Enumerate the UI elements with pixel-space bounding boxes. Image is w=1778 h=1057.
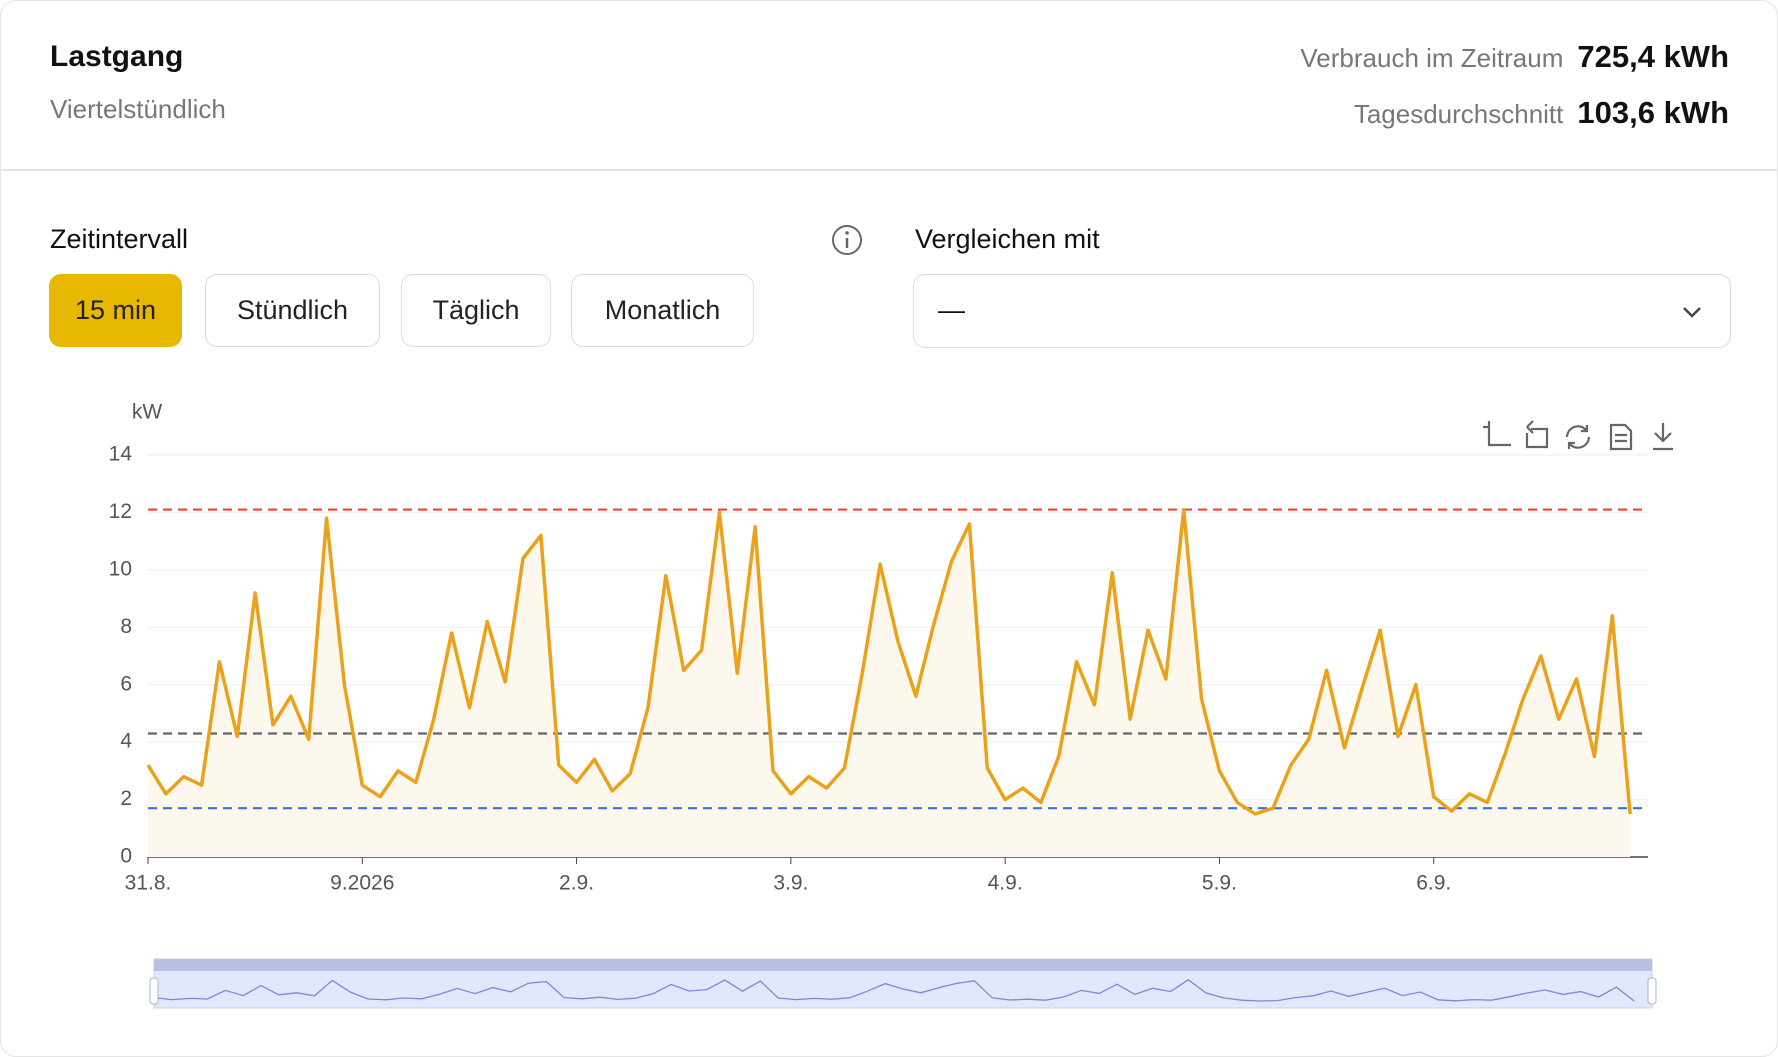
x-tick-label: 4.9.	[988, 872, 1023, 895]
series-line	[146, 507, 1632, 816]
x-tick-label: 31.8.	[125, 872, 172, 895]
stat-label: Verbrauch im Zeitraum	[1300, 43, 1564, 73]
option-button[interactable]: Täglich	[401, 274, 551, 347]
y-tick-label: 10	[109, 557, 132, 580]
stat-value: 103,6 kWh	[1577, 95, 1729, 130]
y-axis-label: kW	[132, 401, 163, 424]
stat-label: Tagesdurchschnitt	[1353, 99, 1564, 129]
compare-label: Vergleichen mit	[915, 224, 1100, 254]
title: Lastgang	[50, 40, 184, 73]
zoom-handle[interactable]	[149, 977, 159, 1005]
option-button[interactable]: Stündlich	[205, 274, 380, 347]
y-tick-label: 14	[109, 443, 133, 466]
x-tick-label: 2.9.	[559, 872, 594, 895]
chevron	[1683, 307, 1701, 318]
y-tick-label: 4	[120, 730, 132, 753]
x-tick-label: 5.9.	[1202, 872, 1237, 895]
x-tick-label: 6.9.	[1416, 872, 1451, 895]
zoom-line	[153, 979, 1635, 1002]
toolbar[interactable]	[1483, 420, 1673, 451]
y-tick-label: 0	[120, 845, 132, 868]
zoom-bar	[154, 959, 1652, 971]
area	[148, 509, 1631, 857]
stat-value: 725,4 kWh	[1577, 39, 1729, 74]
option-button[interactable]: Monatlich	[571, 274, 754, 347]
stat: Verbrauch im Zeitraum 725,4 kWh	[1300, 39, 1729, 75]
x-tick-label: 3.9.	[773, 872, 808, 895]
y-tick-label: 6	[120, 672, 132, 695]
x-tick-label: 9.2026	[330, 872, 394, 895]
y-tick-label: 2	[120, 787, 132, 810]
option-button[interactable]: 15 min	[49, 274, 182, 347]
subtitle: Viertelstündlich	[50, 94, 226, 124]
stat: Tagesdurchschnitt 103,6 kWh	[1354, 95, 1729, 131]
zoom-handle[interactable]	[1647, 977, 1657, 1005]
compare-select[interactable]: —	[913, 274, 1731, 348]
divider	[1, 169, 1777, 171]
y-tick-label: 12	[109, 500, 132, 523]
interval-label: Zeitintervall	[50, 224, 189, 254]
y-tick-label: 8	[120, 615, 132, 638]
info-icon[interactable]	[830, 223, 864, 257]
select-value: —	[938, 295, 965, 325]
